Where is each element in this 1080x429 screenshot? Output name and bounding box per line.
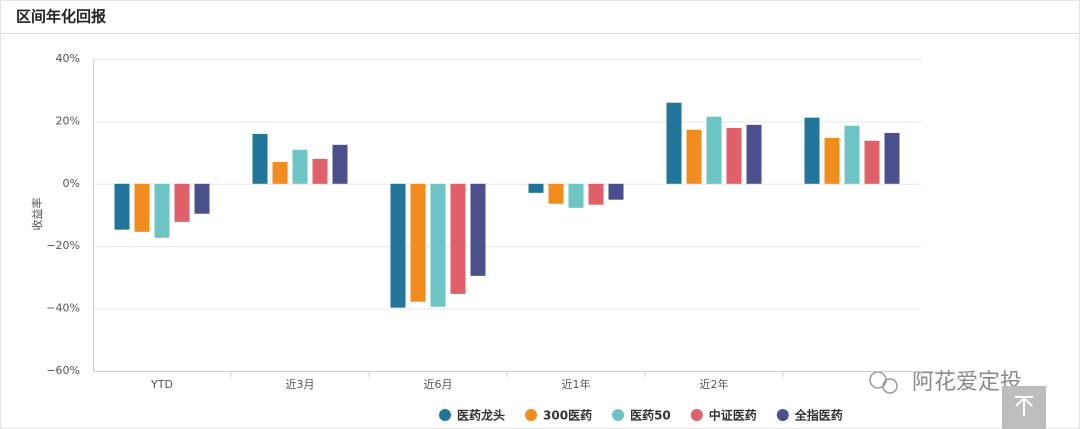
bar — [568, 183, 584, 208]
bar — [864, 140, 880, 184]
y-tick-label: −60% — [46, 364, 80, 377]
legend-label: 医药龙头 — [457, 408, 505, 423]
y-tick-label: −40% — [46, 302, 80, 315]
legend-label: 300医药 — [543, 408, 592, 423]
bar — [312, 158, 328, 184]
bar — [154, 183, 170, 238]
legend-marker — [525, 409, 538, 421]
legend-marker — [612, 409, 625, 421]
bar — [686, 129, 702, 184]
bar — [272, 161, 288, 184]
bar — [746, 124, 762, 184]
bar — [470, 183, 486, 276]
bar — [804, 117, 820, 184]
legend-marker — [776, 409, 789, 421]
legend-marker — [690, 409, 703, 421]
bar — [884, 132, 900, 184]
bar — [390, 183, 406, 308]
x-tick-label: 近3月 — [286, 378, 315, 391]
scroll-top-arrow[interactable] — [1015, 396, 1033, 416]
bar — [332, 144, 348, 184]
y-tick-label: −20% — [46, 239, 80, 252]
x-tick-label: 近2年 — [700, 377, 729, 391]
y-axis-label: 收益率 — [30, 198, 44, 231]
bar — [726, 127, 742, 184]
legend-label: 中证医药 — [709, 408, 757, 423]
bar — [666, 102, 682, 184]
bar — [252, 133, 268, 184]
bar — [450, 183, 466, 294]
legend-marker — [439, 409, 451, 421]
bar — [548, 183, 564, 204]
y-tick-label: 40% — [56, 52, 80, 65]
bar — [824, 137, 840, 184]
bar — [706, 116, 722, 184]
x-tick-label: 近1年 — [562, 377, 591, 391]
bar — [114, 183, 130, 230]
bar — [134, 183, 150, 232]
x-tick-label: YTD — [150, 378, 173, 391]
bar — [430, 183, 446, 307]
bar — [608, 183, 624, 200]
bar — [844, 125, 860, 184]
watermark-icon — [882, 378, 898, 394]
legend-label: 医药50 — [630, 408, 671, 423]
bar — [292, 149, 308, 184]
x-tick-label: 近6月 — [424, 378, 453, 391]
legend-label: 全指医药 — [794, 408, 843, 423]
bar — [528, 183, 544, 193]
bar — [588, 183, 604, 205]
bar — [174, 183, 190, 222]
chart-title: 区间年化回报 — [16, 8, 106, 26]
scroll-top-button[interactable] — [1002, 386, 1046, 429]
bar — [194, 183, 210, 214]
y-tick-label: 0% — [63, 177, 80, 190]
y-tick-label: 20% — [56, 114, 80, 127]
bar — [410, 183, 426, 302]
